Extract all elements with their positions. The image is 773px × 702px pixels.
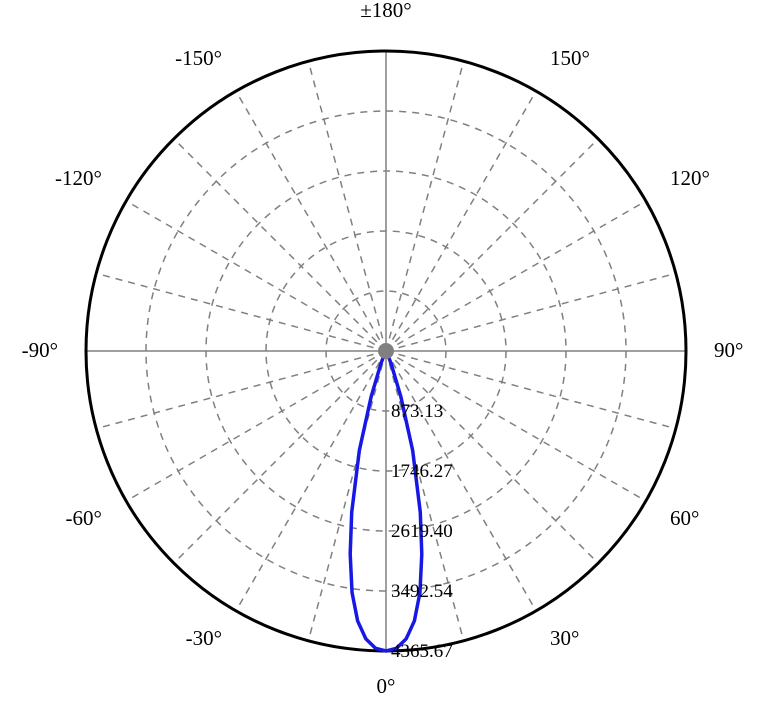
polar-chart: 873.13 1746.27 2619.40 3492.54 4365.67 ±180° 1… [0,0,773,702]
angle-tick-label: -90° [22,338,58,362]
radial-tick-label: 1746.27 [391,461,453,482]
angle-tick-label: -30° [186,626,222,650]
angle-tick-label: 90° [714,338,743,362]
radial-tick-label: 873.13 [391,401,443,422]
angle-tick-label: 30° [550,626,579,650]
angle-tick-label: 150° [550,46,590,70]
angle-tick-label: -60° [66,506,102,530]
radial-tick-label: 4365.67 [391,641,453,662]
angle-tick-label: -120° [55,166,102,190]
angle-tick-label: 0° [377,674,396,698]
angle-tick-label: 60° [670,506,699,530]
angle-tick-label: ±180° [360,0,411,22]
center-dot [378,343,394,359]
angle-tick-label: 120° [670,166,710,190]
angle-tick-label: -150° [175,46,222,70]
radial-tick-label: 2619.40 [391,521,453,542]
radial-tick-label: 3492.54 [391,581,453,602]
